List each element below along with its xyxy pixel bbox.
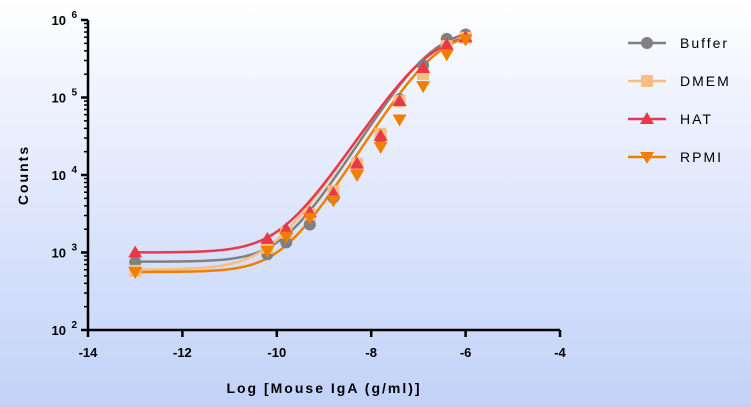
hat-data-point: [279, 222, 294, 235]
x-tick-label: -6: [460, 345, 472, 360]
y-tick-base: 10: [52, 168, 66, 183]
hat-data-point: [128, 245, 143, 258]
hat-data-point: [373, 128, 388, 141]
rpmi-data-point: [416, 81, 431, 94]
rpmi-data-point: [350, 170, 365, 182]
legend-label: Buffer: [680, 35, 729, 51]
rpmi-data-point: [128, 267, 143, 280]
legend-item-dmem: DMEM: [628, 73, 731, 89]
legend-label: HAT: [680, 111, 713, 127]
legend: Buffer DMEM HAT RPMI: [628, 35, 731, 165]
legend-marker-triangle-up: [640, 112, 654, 124]
rpmi-data-point: [302, 212, 317, 225]
legend-item-hat: HAT: [628, 111, 713, 127]
y-ticks: 10 2 10 3 10 4 10 5 10 6: [52, 10, 88, 338]
y-tick-base: 10: [52, 91, 66, 106]
hat-data-point: [350, 156, 365, 169]
rpmi-data-point: [439, 49, 454, 62]
y-tick-base: 10: [52, 13, 66, 28]
legend-item-buffer: Buffer: [628, 35, 729, 51]
rpmi-data-point: [458, 34, 473, 47]
legend-marker-triangle-down: [640, 152, 654, 164]
legend-label: RPMI: [680, 149, 723, 165]
rpmi-data-point: [279, 231, 294, 244]
x-tick-label: -4: [554, 345, 566, 360]
y-tick-exponent: 5: [71, 88, 77, 99]
rpmi-data-point: [392, 114, 407, 127]
data-points: [128, 28, 473, 280]
buffer-fit-line: [135, 32, 466, 263]
y-tick-base: 10: [52, 246, 66, 261]
rpmi-fit-line: [135, 36, 467, 274]
y-axis-title: Counts: [15, 145, 31, 205]
y-tick-exponent: 6: [71, 10, 77, 21]
x-ticks: -14 -12 -10 -8 -6 -4: [79, 330, 567, 360]
x-axis-title: Log [Mouse IgA (g/ml)]: [226, 380, 421, 396]
y-tick-label: 10 3: [52, 243, 78, 261]
legend-marker-circle: [641, 37, 653, 49]
rpmi-data-point: [260, 245, 275, 258]
hat-data-point: [392, 94, 407, 107]
y-tick-label: 10 4: [52, 165, 78, 183]
legend-label: DMEM: [680, 73, 731, 89]
legend-item-rpmi: RPMI: [628, 149, 723, 165]
y-tick-base: 10: [52, 323, 66, 338]
fit-curves: [135, 32, 467, 274]
rpmi-data-point: [326, 195, 341, 208]
y-tick-label: 10 6: [52, 10, 78, 28]
hat-data-point: [416, 61, 431, 74]
axes: -14 -12 -10 -8 -6 -4 10 2 10 3 10 4 10 5 10 6: [52, 10, 567, 360]
y-tick-exponent: 4: [71, 165, 77, 176]
rpmi-data-point: [373, 141, 388, 154]
x-tick-label: -12: [173, 345, 192, 360]
x-tick-label: -8: [365, 345, 377, 360]
x-tick-label: -14: [79, 345, 99, 360]
legend-marker-square: [641, 75, 653, 87]
hat-data-point: [326, 186, 341, 199]
y-tick-label: 10 2: [52, 320, 78, 338]
y-tick-exponent: 3: [71, 243, 77, 254]
y-tick-label: 10 5: [52, 88, 78, 106]
hat-data-point: [439, 37, 454, 50]
y-tick-exponent: 2: [71, 320, 77, 331]
hat-data-point: [260, 231, 275, 244]
x-tick-label: -10: [267, 345, 286, 360]
hat-fit-line: [135, 36, 466, 254]
